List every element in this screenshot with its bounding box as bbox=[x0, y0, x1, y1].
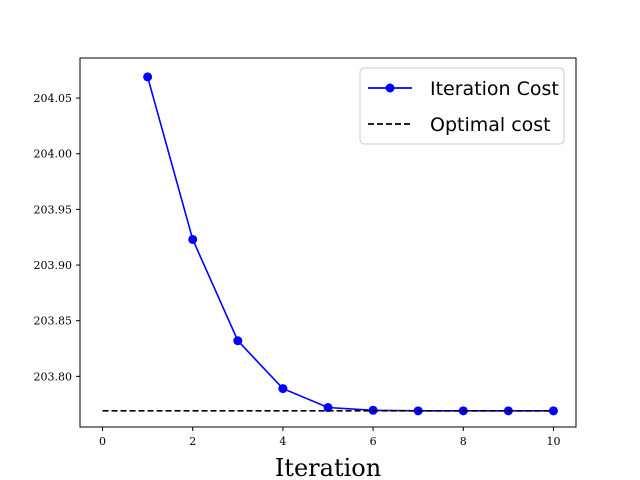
y-tick-label: 203.80 bbox=[34, 370, 73, 383]
data-point bbox=[188, 234, 198, 244]
data-point bbox=[143, 72, 153, 82]
data-point bbox=[233, 336, 243, 346]
legend-box bbox=[359, 67, 565, 145]
x-tick-label: 4 bbox=[279, 435, 286, 448]
legend-label-1: Iteration Cost bbox=[430, 78, 559, 100]
x-tick-label: 0 bbox=[99, 435, 106, 448]
data-point bbox=[548, 406, 558, 416]
x-tick-label: 6 bbox=[370, 435, 377, 448]
x-tick-label: 8 bbox=[460, 435, 467, 448]
y-tick-label: 204.05 bbox=[34, 92, 73, 105]
y-tick-label: 203.85 bbox=[34, 315, 73, 328]
x-tick-label: 2 bbox=[189, 435, 196, 448]
data-point bbox=[323, 403, 333, 413]
axes: 0 2 4 6 8 10 203.80 203.85 203.90 203.95 204.00 204… bbox=[34, 57, 577, 448]
y-tick-label: 204.00 bbox=[34, 148, 73, 161]
x-tick-label: 10 bbox=[546, 435, 560, 448]
y-tick-label: 203.95 bbox=[34, 203, 73, 216]
x-axis-label: Iteration bbox=[275, 454, 381, 480]
legend-marker bbox=[385, 83, 395, 93]
data-point bbox=[278, 384, 288, 394]
legend-label-2: Optimal cost bbox=[430, 114, 551, 136]
plot-area bbox=[102, 72, 558, 416]
legend: Iteration Cost Optimal cost bbox=[359, 67, 565, 145]
axes-frame bbox=[79, 57, 577, 428]
y-tick-label: 203.90 bbox=[34, 259, 73, 272]
